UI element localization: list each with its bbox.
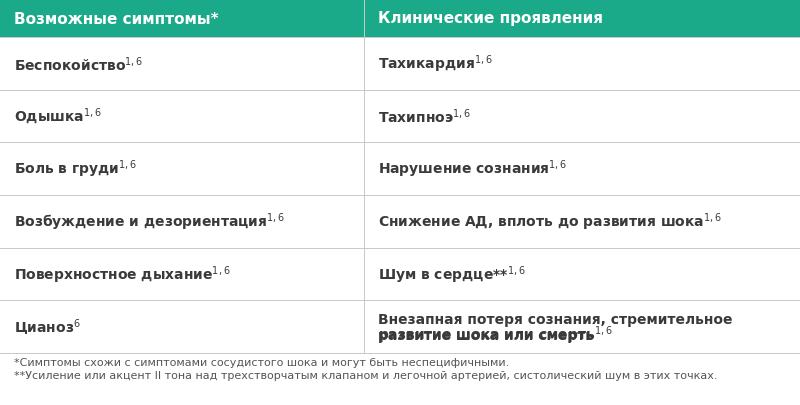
Text: Беспокойство$^{1,6}$: Беспокойство$^{1,6}$ [14,55,143,73]
Text: Снижение АД, вплоть до развития шока$^{1,6}$: Снижение АД, вплоть до развития шока$^{1… [378,211,722,232]
Bar [0,0,800,38]
Text: Клинические проявления: Клинические проявления [378,11,603,26]
Text: Возбуждение и дезориентация$^{1,6}$: Возбуждение и дезориентация$^{1,6}$ [14,211,286,232]
Text: Боль в груди$^{1,6}$: Боль в груди$^{1,6}$ [14,158,138,180]
Text: Внезапная потеря сознания, стремительное: Внезапная потеря сознания, стремительное [378,312,733,326]
Text: Цианоз$^{6}$: Цианоз$^{6}$ [14,317,81,337]
Text: *Симптомы схожи с симптомами сосудистого шока и могут быть неспецифичными.: *Симптомы схожи с симптомами сосудистого… [14,357,510,367]
Text: Шум в сердце**$^{1,6}$: Шум в сердце**$^{1,6}$ [378,264,526,285]
Text: Тахипноэ$^{1,6}$: Тахипноэ$^{1,6}$ [378,107,471,126]
Text: **Усиление или акцент II тона над трехстворчатым клапаном и легочной артерией, с: **Усиление или акцент II тона над трехст… [14,370,718,380]
Text: развитие шока или смерть$^{1,6}$: развитие шока или смерть$^{1,6}$ [378,324,613,345]
Text: Одышка$^{1,6}$: Одышка$^{1,6}$ [14,107,102,127]
Text: Нарушение сознания$^{1,6}$: Нарушение сознания$^{1,6}$ [378,158,567,180]
Text: Возможные симптомы*: Возможные симптомы* [14,11,218,26]
Text: Поверхностное дыхание$^{1,6}$: Поверхностное дыхание$^{1,6}$ [14,264,230,285]
Text: Тахикардия$^{1,6}$: Тахикардия$^{1,6}$ [378,53,493,75]
Text: развитие шока или смерть: развитие шока или смерть [378,328,594,342]
